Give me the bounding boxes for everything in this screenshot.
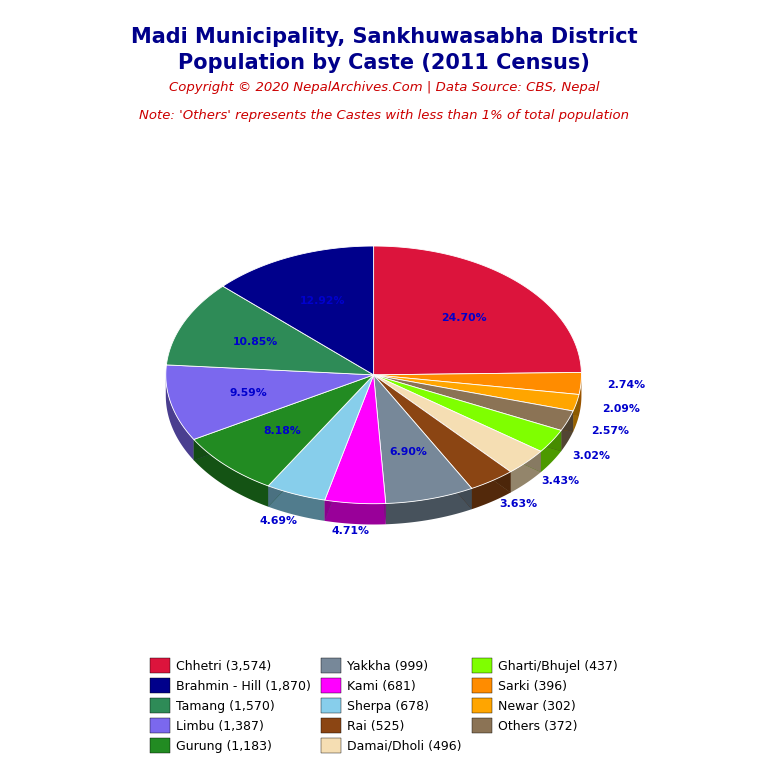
Text: 8.18%: 8.18%	[263, 426, 301, 436]
Polygon shape	[373, 375, 573, 430]
Polygon shape	[373, 375, 579, 415]
Polygon shape	[268, 375, 373, 507]
Polygon shape	[373, 375, 561, 452]
Polygon shape	[373, 375, 472, 504]
Polygon shape	[194, 375, 373, 460]
Text: Note: 'Others' represents the Castes with less than 1% of total population: Note: 'Others' represents the Castes wit…	[139, 109, 629, 122]
Text: 3.43%: 3.43%	[541, 476, 579, 486]
Polygon shape	[373, 375, 386, 525]
Legend: Chhetri (3,574), Brahmin - Hill (1,870), Tamang (1,570), Limbu (1,387), Gurung (: Chhetri (3,574), Brahmin - Hill (1,870),…	[145, 654, 623, 758]
Polygon shape	[166, 365, 373, 439]
Polygon shape	[579, 375, 581, 415]
Polygon shape	[373, 375, 472, 509]
Text: 2.74%: 2.74%	[607, 380, 646, 390]
Polygon shape	[373, 375, 541, 472]
Polygon shape	[325, 375, 386, 504]
Polygon shape	[511, 452, 541, 492]
Polygon shape	[373, 375, 472, 509]
Text: 4.71%: 4.71%	[332, 526, 370, 536]
Polygon shape	[373, 246, 581, 375]
Polygon shape	[573, 395, 579, 432]
Polygon shape	[325, 375, 373, 521]
Polygon shape	[194, 375, 373, 460]
Polygon shape	[373, 375, 573, 432]
Polygon shape	[268, 375, 373, 500]
Polygon shape	[541, 430, 561, 472]
Polygon shape	[373, 375, 579, 415]
Text: Copyright © 2020 NepalArchives.Com | Data Source: CBS, Nepal: Copyright © 2020 NepalArchives.Com | Dat…	[169, 81, 599, 94]
Polygon shape	[373, 375, 541, 472]
Polygon shape	[325, 375, 373, 521]
Polygon shape	[373, 375, 386, 525]
Text: 12.92%: 12.92%	[300, 296, 346, 306]
Text: 10.85%: 10.85%	[233, 337, 279, 347]
Polygon shape	[373, 375, 561, 451]
Polygon shape	[472, 472, 511, 509]
Polygon shape	[194, 375, 373, 486]
Text: 9.59%: 9.59%	[229, 388, 266, 398]
Polygon shape	[373, 375, 579, 411]
Polygon shape	[325, 500, 386, 525]
Polygon shape	[561, 411, 573, 451]
Text: 3.63%: 3.63%	[499, 499, 537, 509]
Polygon shape	[386, 488, 472, 525]
Polygon shape	[268, 375, 373, 507]
Text: 3.02%: 3.02%	[572, 451, 610, 461]
Polygon shape	[373, 375, 541, 472]
Text: 4.69%: 4.69%	[260, 515, 297, 525]
Text: 6.90%: 6.90%	[389, 447, 428, 457]
Polygon shape	[373, 375, 573, 432]
Text: 2.09%: 2.09%	[602, 404, 640, 414]
Polygon shape	[268, 486, 325, 521]
Polygon shape	[373, 372, 581, 395]
Polygon shape	[194, 439, 268, 507]
Polygon shape	[373, 375, 511, 492]
Polygon shape	[167, 286, 373, 375]
Polygon shape	[166, 376, 194, 460]
Text: Madi Municipality, Sankhuwasabha District
Population by Caste (2011 Census): Madi Municipality, Sankhuwasabha Distric…	[131, 27, 637, 73]
Polygon shape	[373, 375, 561, 451]
Polygon shape	[373, 375, 511, 488]
Text: 24.70%: 24.70%	[441, 313, 487, 323]
Text: 2.57%: 2.57%	[591, 426, 630, 436]
Polygon shape	[373, 375, 511, 492]
Polygon shape	[223, 246, 373, 375]
